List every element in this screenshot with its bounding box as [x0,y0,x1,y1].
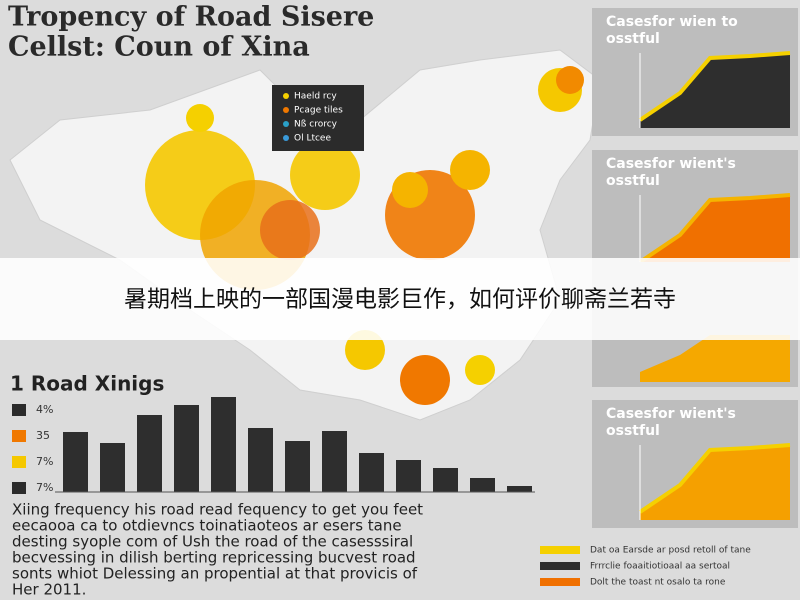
paragraph-line: Her 2011. [12,581,86,599]
section-title: 1 Road Xinigs [10,372,164,396]
panel-title: Casesfor wient's [606,156,736,172]
legend-label: 4% [36,403,53,416]
panel-title: Casesfor wien to [606,14,738,30]
legend-label: 7% [36,481,53,494]
legend-swatch [540,546,580,554]
paragraph-line: eecaooa ca to otdievncs toinatiaoteos ar… [12,517,402,535]
bubble [186,104,214,132]
legend-swatch [12,430,26,442]
bubble [465,355,495,385]
title: Cellst: Coun of Xina [8,32,310,63]
bar [396,460,421,492]
bar [470,478,495,492]
caption: 暑期档上映的一部国漫电影巨作，如何评价聊斋兰若寺 [124,287,676,313]
bar [174,405,199,492]
area-edge [638,443,791,514]
bubble [450,150,490,190]
legend-swatch [540,562,580,570]
legend-swatch [12,456,26,468]
bar [63,432,88,492]
bar [100,443,125,492]
legend-label: Dolt the toast nt osalo ta rone [590,578,726,588]
area [640,53,790,128]
legend-label: 7% [36,455,53,468]
legend-label: Nß crorcy [294,120,338,130]
legend-label: 35 [36,429,50,442]
bar [359,453,384,492]
bubble [392,172,428,208]
legend-dot [283,107,289,113]
bubble [400,355,450,405]
area-edge [638,51,791,122]
area [640,445,790,520]
bubble [556,66,584,94]
bar [137,415,162,492]
caption-banner [0,258,800,340]
area [640,335,790,382]
bar [507,486,532,492]
paragraph-line: sonts whiot Delessing an propential at t… [12,565,418,583]
title: Tropency of Road Sisere [8,2,374,33]
bubble [290,140,360,210]
legend-label: Ol Ltcee [294,134,331,144]
panel-title: Casesfor wient's [606,406,736,422]
paragraph-line: Xiing frequency his road read fequency t… [12,501,423,519]
area-edge [638,193,791,264]
legend-swatch [12,482,26,494]
legend-label: Pcage tiles [294,106,343,116]
paragraph-line: becvessing in dilish berting repricessin… [12,549,416,567]
panel-title: osstful [606,173,660,189]
panel-title: osstful [606,31,660,47]
bar [211,397,236,492]
panel-title: osstful [606,423,660,439]
legend-label: Haeld rcy [294,92,337,102]
bar [322,431,347,492]
legend-swatch [540,578,580,586]
legend-dot [283,121,289,127]
legend-dot [283,93,289,99]
bar [433,468,458,492]
legend-swatch [12,404,26,416]
paragraph-line: desting syople com of Ush the road of th… [12,533,413,551]
legend-dot [283,135,289,141]
bar [248,428,273,492]
legend-label: Dat oa Earsde ar posd retoll of tane [590,546,751,556]
area [640,195,790,270]
legend-label: Frrrclie foaaitiotioaal aa sertoal [590,562,730,572]
bar [285,441,310,492]
bubble [260,200,320,260]
